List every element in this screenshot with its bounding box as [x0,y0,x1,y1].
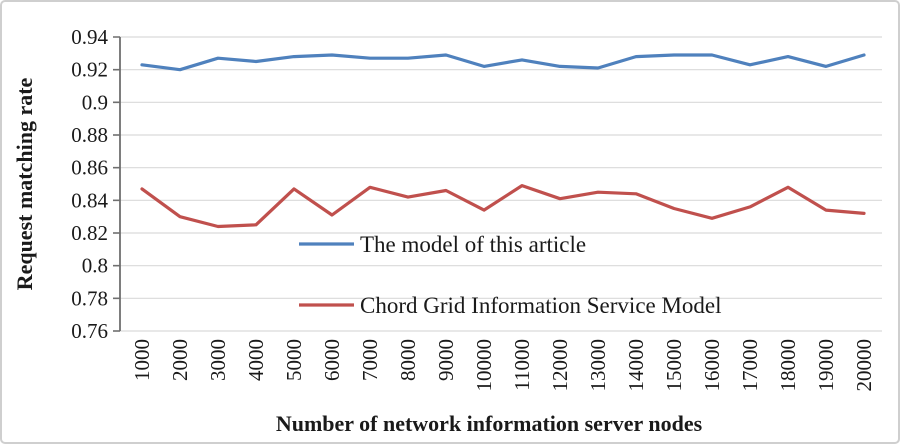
y-tick-label: 0.88 [71,123,108,147]
x-tick-label: 13000 [586,339,610,392]
y-tick-label: 0.94 [71,25,108,49]
legend-label-series1: The model of this article [360,232,586,257]
x-tick-label: 11000 [510,339,534,391]
x-tick-label: 19000 [814,339,838,392]
x-tick-label: 17000 [738,339,762,392]
x-tick-label: 20000 [852,339,876,392]
y-tick-label: 0.78 [71,286,108,310]
y-tick-label: 0.76 [71,319,108,343]
x-tick-label: 8000 [396,339,420,381]
x-tick-label: 12000 [548,339,572,392]
y-tick-label: 0.8 [82,254,108,278]
y-tick-label: 0.82 [71,221,108,245]
tick-labels: 0.94 0.92 0.9 0.88 0.86 0.84 0.82 0.8 0.78 0.76 10… [71,25,876,392]
x-tick-label: 9000 [434,339,458,381]
series-line-1 [140,53,866,72]
legend-label-series2: Chord Grid Information Service Model [360,293,722,318]
x-tick-label: 5000 [282,339,306,381]
x-tick-label: 4000 [244,339,268,381]
y-tick-label: 0.86 [71,156,108,180]
x-tick-label: 14000 [624,339,648,392]
series-lines [140,53,866,229]
series-line-2 [140,184,866,229]
y-tick-label: 0.9 [82,90,108,114]
y-tick-label: 0.84 [71,188,108,212]
x-tick-label: 15000 [662,339,686,392]
x-tick-label: 7000 [358,339,382,381]
axes [113,36,121,332]
x-tick-label: 1000 [130,339,154,381]
y-axis-title: Request matching rate [12,77,37,290]
x-tick-label: 18000 [776,339,800,392]
y-tick-label: 0.92 [71,58,108,82]
x-tick-label: 10000 [472,339,496,392]
x-tick-label: 2000 [168,339,192,381]
x-tick-label: 6000 [320,339,344,381]
x-tick-label: 3000 [206,339,230,381]
x-axis-title: Number of network information server nod… [276,411,703,436]
x-tick-label: 16000 [700,339,724,392]
gridlines [120,36,882,332]
legend: The model of this article Chord Grid Inf… [299,232,722,318]
